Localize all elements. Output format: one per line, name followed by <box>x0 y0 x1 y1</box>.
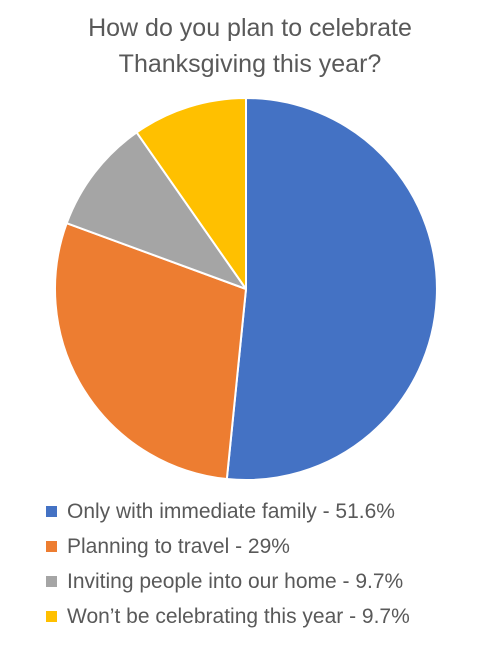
chart-title: How do you plan to celebrate Thanksgivin… <box>0 10 500 82</box>
pie-slice-2 <box>53 222 247 481</box>
chart-legend: Only with immediate family - 51.6% Plann… <box>46 494 486 634</box>
legend-label: Only with immediate family - 51.6% <box>67 499 395 523</box>
legend-label: Planning to travel - 29% <box>67 534 290 558</box>
legend-swatch <box>46 541 57 552</box>
legend-swatch <box>46 506 57 517</box>
chart-title-line-1: How do you plan to celebrate <box>88 14 412 42</box>
legend-swatch <box>46 576 57 587</box>
pie-slice-1 <box>225 97 438 481</box>
legend-item-immediate-family: Only with immediate family - 51.6% <box>46 494 486 529</box>
legend-label: Inviting people into our home - 9.7% <box>67 569 404 593</box>
legend-item-travel: Planning to travel - 29% <box>46 529 486 564</box>
legend-item-not-celebrating: Won’t be celebrating this year - 9.7% <box>46 599 486 634</box>
pie-slice-3 <box>65 131 247 290</box>
legend-item-inviting: Inviting people into our home - 9.7% <box>46 564 486 599</box>
pie-chart <box>53 97 438 481</box>
legend-swatch <box>46 611 57 622</box>
pie-slice-4 <box>135 97 247 290</box>
chart-title-line-2: Thanksgiving this year? <box>118 50 382 78</box>
legend-label: Won’t be celebrating this year - 9.7% <box>67 604 410 628</box>
